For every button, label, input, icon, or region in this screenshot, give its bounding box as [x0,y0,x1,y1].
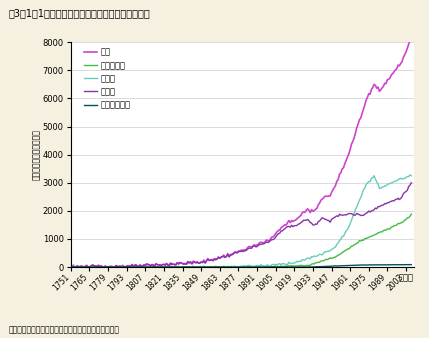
天然ガス等 [160,265,165,269]
フレアリング [252,265,257,269]
合計 [252,243,257,247]
Line: 天然ガス等: 天然ガス等 [71,214,411,267]
石炭等 [68,265,73,269]
Text: 図3－1－1　化石燃料からの二酸化炭素排出量推移: 図3－1－1 化石燃料からの二酸化炭素排出量推移 [9,8,150,19]
Line: 合計: 合計 [71,36,411,267]
Line: フレアリング: フレアリング [71,265,411,267]
石炭等 [209,258,214,262]
フレアリング [409,263,414,267]
合計 [211,259,216,263]
石油等 [68,265,73,269]
天然ガス等 [409,212,414,216]
フレアリング [68,265,73,269]
Text: 資料：米国エネルギー省二酸化炭素情報分析センター: 資料：米国エネルギー省二酸化炭素情報分析センター [9,325,120,335]
石油等 [104,265,109,269]
天然ガス等 [209,265,214,269]
合計 [85,265,91,269]
合計 [249,245,254,249]
合計 [409,34,414,38]
石油等 [408,173,413,177]
Line: 石炭等: 石炭等 [71,183,411,267]
フレアリング [161,265,166,269]
天然ガス等 [103,265,108,269]
合計 [68,265,73,269]
石炭等 [160,263,165,267]
石油等 [211,265,216,269]
フレアリング [249,265,254,269]
天然ガス等 [248,265,253,269]
フレアリング [406,263,411,267]
Text: （年）: （年） [399,274,414,283]
石油等 [409,174,414,178]
石油等 [252,264,257,268]
合計 [161,262,166,266]
Line: 石油等: 石油等 [71,175,411,267]
フレアリング [71,265,76,269]
フレアリング [178,265,184,269]
石炭等 [177,261,182,265]
石炭等 [251,244,256,248]
石油等 [249,264,254,268]
フレアリング [104,265,109,269]
石炭等 [248,246,253,250]
石油等 [72,265,77,269]
合計 [104,265,109,269]
天然ガス等 [251,265,256,269]
天然ガス等 [68,265,73,269]
フレアリング [211,265,216,269]
石油等 [178,265,184,269]
Y-axis label: 百万トン（炭素換算量）: 百万トン（炭素換算量） [32,129,41,180]
Legend: 合計, 天然ガス等, 石油等, 石炭等, フレアリング: 合計, 天然ガス等, 石油等, 石炭等, フレアリング [81,45,133,113]
合計 [178,261,184,265]
石油等 [161,265,166,269]
石炭等 [103,264,108,268]
石炭等 [409,181,414,185]
天然ガス等 [177,265,182,269]
